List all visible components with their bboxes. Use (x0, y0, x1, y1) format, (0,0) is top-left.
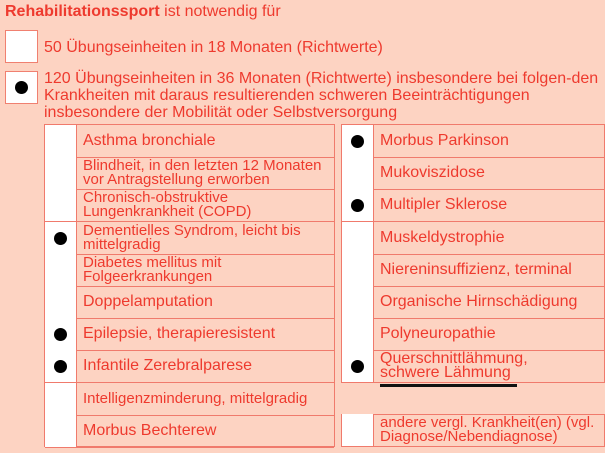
disease-checkbox[interactable] (342, 157, 374, 189)
disease-label: Epilepsie, therapieresistent (83, 325, 276, 342)
disease-checkbox[interactable] (45, 415, 77, 447)
disease-label: Querschnittlähmung, schwere Lähmung (374, 350, 604, 387)
disease-label: Morbus Parkinson (380, 132, 509, 149)
disease-checkbox[interactable] (342, 414, 374, 446)
disease-label: Infantile Zerebralparese (83, 357, 252, 374)
disease-checkbox[interactable] (45, 222, 77, 254)
disease-checkbox[interactable] (45, 383, 77, 415)
disease-label-struck: schwere Lähmung (380, 364, 517, 387)
checked-mark-icon (54, 327, 67, 341)
disease-checkbox[interactable] (342, 254, 374, 286)
disease-checkbox[interactable] (45, 318, 77, 350)
disease-row: Chronisch-obstruktive Lungenkrankheit (C… (45, 189, 334, 222)
disease-checkbox[interactable] (342, 318, 374, 350)
disease-label: Blindheit, in den letzten 12 Monaten vor… (83, 157, 322, 188)
disease-label: Mukoviszidose (380, 164, 485, 181)
disease-label: Niereninsuffizienz, terminal (380, 261, 572, 278)
checkbox-120-units[interactable] (5, 71, 38, 104)
disease-checkbox[interactable] (45, 286, 77, 318)
checked-mark-icon (15, 81, 28, 94)
title-bold: Rehabilitationssport (5, 3, 160, 20)
disease-row: Blindheit, in den letzten 12 Monaten vor… (45, 157, 334, 190)
diseases-table-left: Asthma bronchiale Blindheit, in den letzt… (44, 124, 335, 448)
checked-mark-icon (351, 359, 364, 373)
disease-label: Chronisch-obstruktive Lungenkrankheit (C… (83, 189, 252, 220)
disease-checkbox[interactable] (342, 286, 374, 318)
disease-label-line1: Querschnittlähmung, (380, 350, 528, 367)
disease-checkbox[interactable] (342, 350, 374, 382)
disease-label: andere vergl. Krankheit(en) (vgl. Diagno… (380, 414, 595, 445)
disease-label: Intelligenzminderung, mittelgradig (83, 390, 308, 407)
disease-checkbox[interactable] (342, 125, 374, 157)
disease-row: Asthma bronchiale (45, 125, 334, 158)
disease-row: Polyneuropathie (342, 318, 604, 351)
disease-label: Doppelamputation (83, 293, 213, 310)
disease-checkbox[interactable] (45, 125, 77, 157)
diseases-table-right-other: andere vergl. Krankheit(en) (vgl. Diagno… (341, 414, 605, 447)
option-50-units-label: 50 Übungseinheiten in 18 Monaten (Richtw… (44, 39, 383, 56)
checked-mark-icon (351, 134, 364, 148)
disease-checkbox[interactable] (45, 350, 77, 382)
disease-row: Infantile Zerebralparese (45, 350, 334, 383)
disease-label: Muskeldystrophie (380, 229, 505, 246)
checked-mark-icon (54, 231, 67, 245)
disease-row: Querschnittlähmung, schwere Lähmung (342, 350, 604, 387)
disease-label: Morbus Bechterew (83, 422, 217, 439)
disease-row: Organische Hirnschädigung (342, 286, 604, 319)
disease-checkbox[interactable] (45, 254, 77, 286)
disease-label: Polyneuropathie (380, 325, 496, 342)
disease-row: Morbus Bechterew (45, 415, 334, 448)
disease-row: Multipler Sklerose (342, 189, 604, 222)
disease-label: Multipler Sklerose (380, 196, 508, 213)
disease-row: Intelligenzminderung, mittelgradig (45, 383, 334, 416)
disease-row: Epilepsie, therapieresistent (45, 318, 334, 351)
disease-row: Morbus Parkinson (342, 125, 604, 158)
disease-row: Diabetes mellitus mit Folgeerkrankungen (45, 254, 334, 287)
option-120-units-label: 120 Übungseinheiten in 36 Monaten (Richt… (44, 70, 599, 121)
disease-label: Dementielles Syndrom, leicht bis mittelg… (83, 222, 301, 253)
disease-checkbox[interactable] (45, 157, 77, 189)
diseases-table-right-main: Morbus Parkinson Mukoviszidose Multipler S… (341, 124, 605, 387)
disease-row: Dementielles Syndrom, leicht bis mittelg… (45, 222, 334, 255)
checked-mark-icon (54, 359, 67, 373)
checked-mark-icon (351, 198, 364, 212)
disease-checkbox[interactable] (342, 189, 374, 221)
disease-checkbox[interactable] (45, 189, 77, 221)
checkbox-50-units[interactable] (5, 30, 38, 63)
disease-row: Muskeldystrophie (342, 222, 604, 255)
disease-row: andere vergl. Krankheit(en) (vgl. Diagno… (342, 414, 604, 447)
disease-label: Asthma bronchiale (83, 132, 216, 149)
title-rest: ist notwendig für (159, 3, 281, 20)
disease-checkbox[interactable] (342, 222, 374, 254)
disease-label: Diabetes mellitus mit Folgeerkrankungen (83, 254, 222, 285)
disease-row: Mukoviszidose (342, 157, 604, 190)
disease-label: Organische Hirnschädigung (380, 293, 578, 310)
disease-row: Doppelamputation (45, 286, 334, 319)
disease-row: Niereninsuffizienz, terminal (342, 254, 604, 287)
section-title: Rehabilitationssport ist notwendig für (5, 3, 281, 21)
